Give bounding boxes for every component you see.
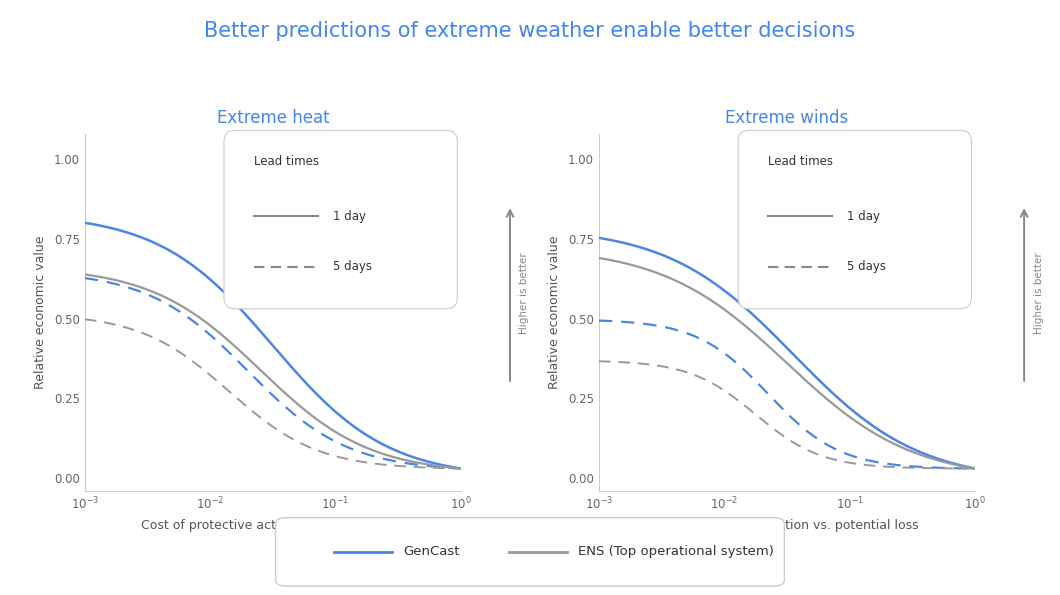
Title: Extreme heat: Extreme heat: [216, 109, 330, 127]
Text: Lead times: Lead times: [768, 155, 833, 168]
Text: Lead times: Lead times: [254, 155, 319, 168]
Text: ENS (Top operational system): ENS (Top operational system): [578, 545, 774, 558]
Text: 5 days: 5 days: [847, 260, 886, 273]
Text: Better predictions of extreme weather enable better decisions: Better predictions of extreme weather en…: [205, 21, 855, 41]
Text: 1 day: 1 day: [333, 210, 366, 223]
X-axis label: Cost of protective action vs. potential loss: Cost of protective action vs. potential …: [655, 519, 919, 533]
Y-axis label: Relative economic value: Relative economic value: [548, 236, 561, 389]
Text: Higher is better: Higher is better: [519, 252, 529, 334]
FancyBboxPatch shape: [738, 130, 971, 309]
Text: 1 day: 1 day: [847, 210, 880, 223]
Title: Extreme winds: Extreme winds: [725, 109, 849, 127]
Text: Higher is better: Higher is better: [1034, 252, 1043, 334]
FancyBboxPatch shape: [224, 130, 457, 309]
Text: GenCast: GenCast: [403, 545, 459, 558]
Text: 5 days: 5 days: [333, 260, 372, 273]
X-axis label: Cost of protective action vs. potential loss: Cost of protective action vs. potential …: [141, 519, 405, 533]
Y-axis label: Relative economic value: Relative economic value: [34, 236, 47, 389]
